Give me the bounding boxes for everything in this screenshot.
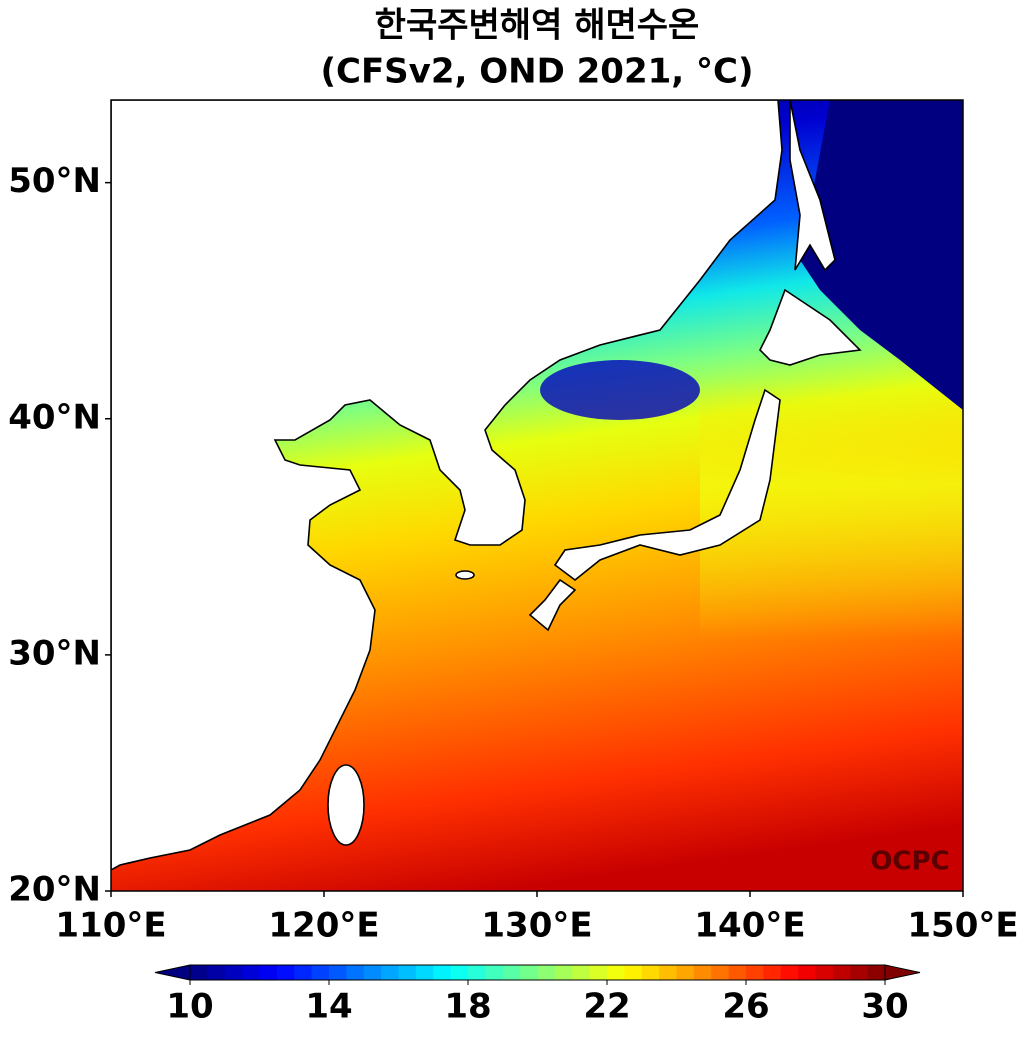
colorbar-segment	[346, 965, 365, 980]
colorbar-segment	[363, 965, 382, 980]
x-tick-label: 150°E	[907, 906, 1018, 946]
colorbar-tick-label: 10	[166, 987, 213, 1027]
colorbar-segment	[711, 965, 730, 980]
x-tick-label: 110°E	[55, 906, 166, 946]
colorbar-segment	[485, 965, 504, 980]
chart-subtitle: (CFSv2, OND 2021, °C)	[320, 52, 753, 92]
annotation: OCPC	[870, 847, 949, 877]
colorbar-segment	[259, 965, 278, 980]
colorbar-segment	[190, 965, 208, 980]
colorbar-extend-high	[884, 964, 921, 981]
colorbar-segment	[624, 965, 643, 980]
colorbar-segment	[659, 965, 677, 980]
colorbar-segment	[311, 965, 330, 980]
y-tick-label: 50°N	[8, 161, 101, 201]
colorbar-tick-label: 14	[305, 987, 352, 1027]
colorbar-segment	[276, 965, 295, 980]
colorbar: 10 14 18 22 26 30	[154, 964, 921, 1027]
colorbar-segment	[798, 965, 816, 980]
colorbar-tick-label: 22	[583, 987, 630, 1027]
x-tick-label: 130°E	[481, 906, 592, 946]
colorbar-segment	[520, 965, 538, 980]
colorbar-segment	[763, 965, 782, 980]
colorbar-segment	[693, 965, 712, 980]
colorbar-segment	[867, 965, 886, 980]
colorbar-segment	[398, 965, 417, 980]
colorbar-segment	[468, 965, 486, 980]
colorbar-segment	[607, 965, 625, 980]
colorbar-segment	[433, 965, 452, 980]
colorbar-segment	[850, 965, 869, 980]
colorbar-segment	[415, 965, 434, 980]
sst-field	[111, 100, 963, 891]
colorbar-segment	[780, 965, 799, 980]
colorbar-segment	[537, 965, 556, 980]
colorbar-segment	[641, 965, 660, 980]
colorbar-segment	[242, 965, 260, 980]
colorbar-segment	[294, 965, 313, 980]
colorbar-segment	[554, 965, 573, 980]
colorbar-segment	[728, 965, 747, 980]
colorbar-segment	[329, 965, 347, 980]
x-tick-label: 140°E	[694, 906, 805, 946]
colorbar-segment	[572, 965, 591, 980]
colorbar-segment	[589, 965, 608, 980]
colorbar-segment	[746, 965, 764, 980]
colorbar-segment	[815, 965, 834, 980]
colorbar-segment	[832, 965, 851, 980]
y-tick-label: 30°N	[8, 633, 101, 673]
colorbar-frame	[189, 964, 886, 981]
colorbar-tick-label: 30	[861, 987, 908, 1027]
y-tick-label: 40°N	[8, 397, 101, 437]
colorbar-segment	[224, 965, 243, 980]
colorbar-tick-label: 26	[722, 987, 769, 1027]
x-tick-label: 120°E	[268, 906, 379, 946]
colorbar-segment	[676, 965, 695, 980]
colorbar-segment	[207, 965, 226, 980]
colorbar-segment	[381, 965, 399, 980]
colorbar-tick-label: 18	[444, 987, 491, 1027]
chart-title: 한국주변해역 해면수온	[375, 6, 700, 46]
y-tick-label: 20°N	[8, 870, 101, 910]
colorbar-segment	[450, 965, 469, 980]
colorbar-segment	[502, 965, 521, 980]
colorbar-extend-low	[154, 964, 191, 981]
